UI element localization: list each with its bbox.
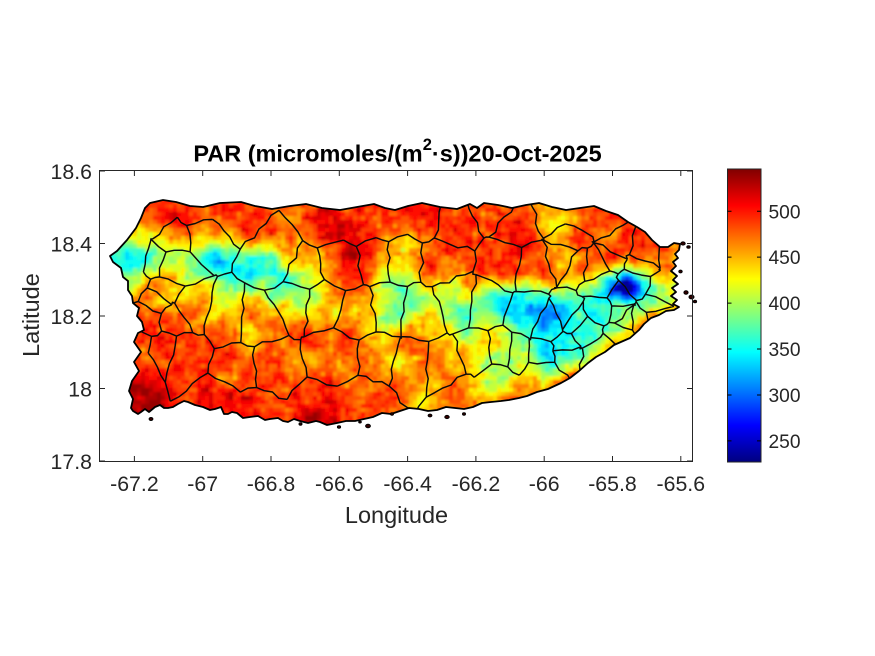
- svg-text:PAR (micromoles/(m2·s))20-Oct-: PAR (micromoles/(m2·s))20-Oct-2025: [193, 136, 601, 167]
- svg-text:17.8: 17.8: [51, 450, 92, 474]
- svg-text:-66.4: -66.4: [383, 472, 432, 496]
- svg-text:-66.6: -66.6: [315, 472, 364, 496]
- svg-text:350: 350: [769, 340, 801, 361]
- svg-text:-67: -67: [187, 472, 218, 496]
- svg-text:450: 450: [769, 248, 801, 269]
- svg-text:-65.8: -65.8: [588, 472, 637, 496]
- svg-text:Latitude: Latitude: [18, 273, 44, 357]
- svg-text:400: 400: [769, 294, 801, 315]
- svg-text:18.4: 18.4: [51, 233, 93, 257]
- svg-text:-67.2: -67.2: [110, 472, 159, 496]
- svg-text:500: 500: [769, 202, 801, 223]
- svg-text:18.6: 18.6: [51, 160, 92, 184]
- svg-text:Longitude: Longitude: [345, 502, 448, 528]
- svg-text:18: 18: [68, 378, 92, 402]
- svg-text:18.2: 18.2: [51, 305, 92, 329]
- svg-text:-66.8: -66.8: [247, 472, 296, 496]
- svg-text:-66.2: -66.2: [452, 472, 501, 496]
- svg-text:250: 250: [769, 432, 801, 453]
- svg-text:300: 300: [769, 386, 801, 407]
- svg-text:-66: -66: [529, 472, 560, 496]
- svg-text:-65.6: -65.6: [657, 472, 706, 496]
